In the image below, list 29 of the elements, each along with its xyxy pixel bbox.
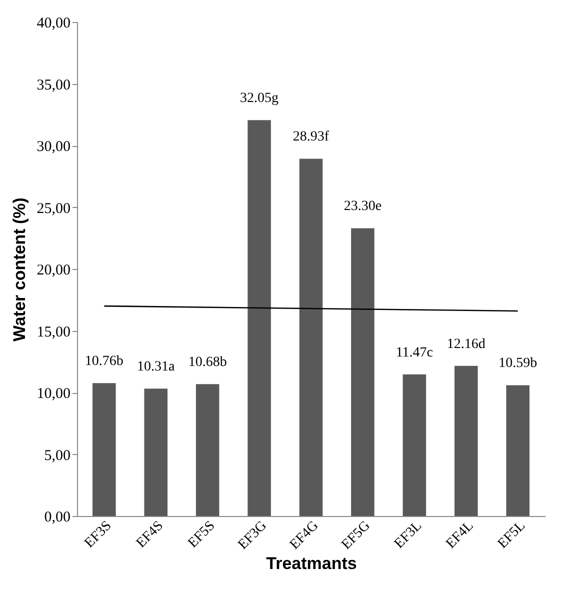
data-label: 10.76b	[84, 354, 124, 370]
y-tick-label: 35,00	[36, 77, 70, 94]
data-label: 10.31a	[137, 360, 176, 375]
y-tick-label: 20,00	[36, 262, 70, 278]
y-axis-title: Water content (%)	[10, 198, 29, 342]
x-axis-title: Treatmants	[266, 554, 357, 574]
bar	[92, 383, 116, 516]
data-label: 12.16d	[446, 336, 486, 352]
data-label: 11.47c	[396, 345, 434, 360]
y-tick-label: 15,00	[36, 324, 70, 340]
bar	[248, 120, 271, 516]
y-tick-label: 10,00	[36, 386, 70, 402]
bar	[454, 366, 478, 516]
bar	[196, 384, 220, 516]
y-tick-label: 5,00	[44, 448, 70, 464]
y-tick-label: 30,00	[36, 139, 70, 155]
data-label: 10.59b	[498, 356, 538, 372]
data-label: 10.68b	[188, 355, 227, 370]
y-tick-label: 25,00	[36, 200, 70, 217]
data-label: 23.30e	[344, 199, 382, 214]
bar	[351, 228, 374, 516]
y-tick-label: 40,00	[36, 16, 70, 32]
bar	[144, 388, 168, 516]
bar	[506, 385, 530, 516]
data-label: 28.93f	[292, 130, 330, 145]
bar	[299, 158, 323, 516]
y-tick-label: 0,00	[44, 510, 70, 526]
bar	[402, 374, 426, 516]
data-label: 32.05g	[240, 91, 279, 106]
